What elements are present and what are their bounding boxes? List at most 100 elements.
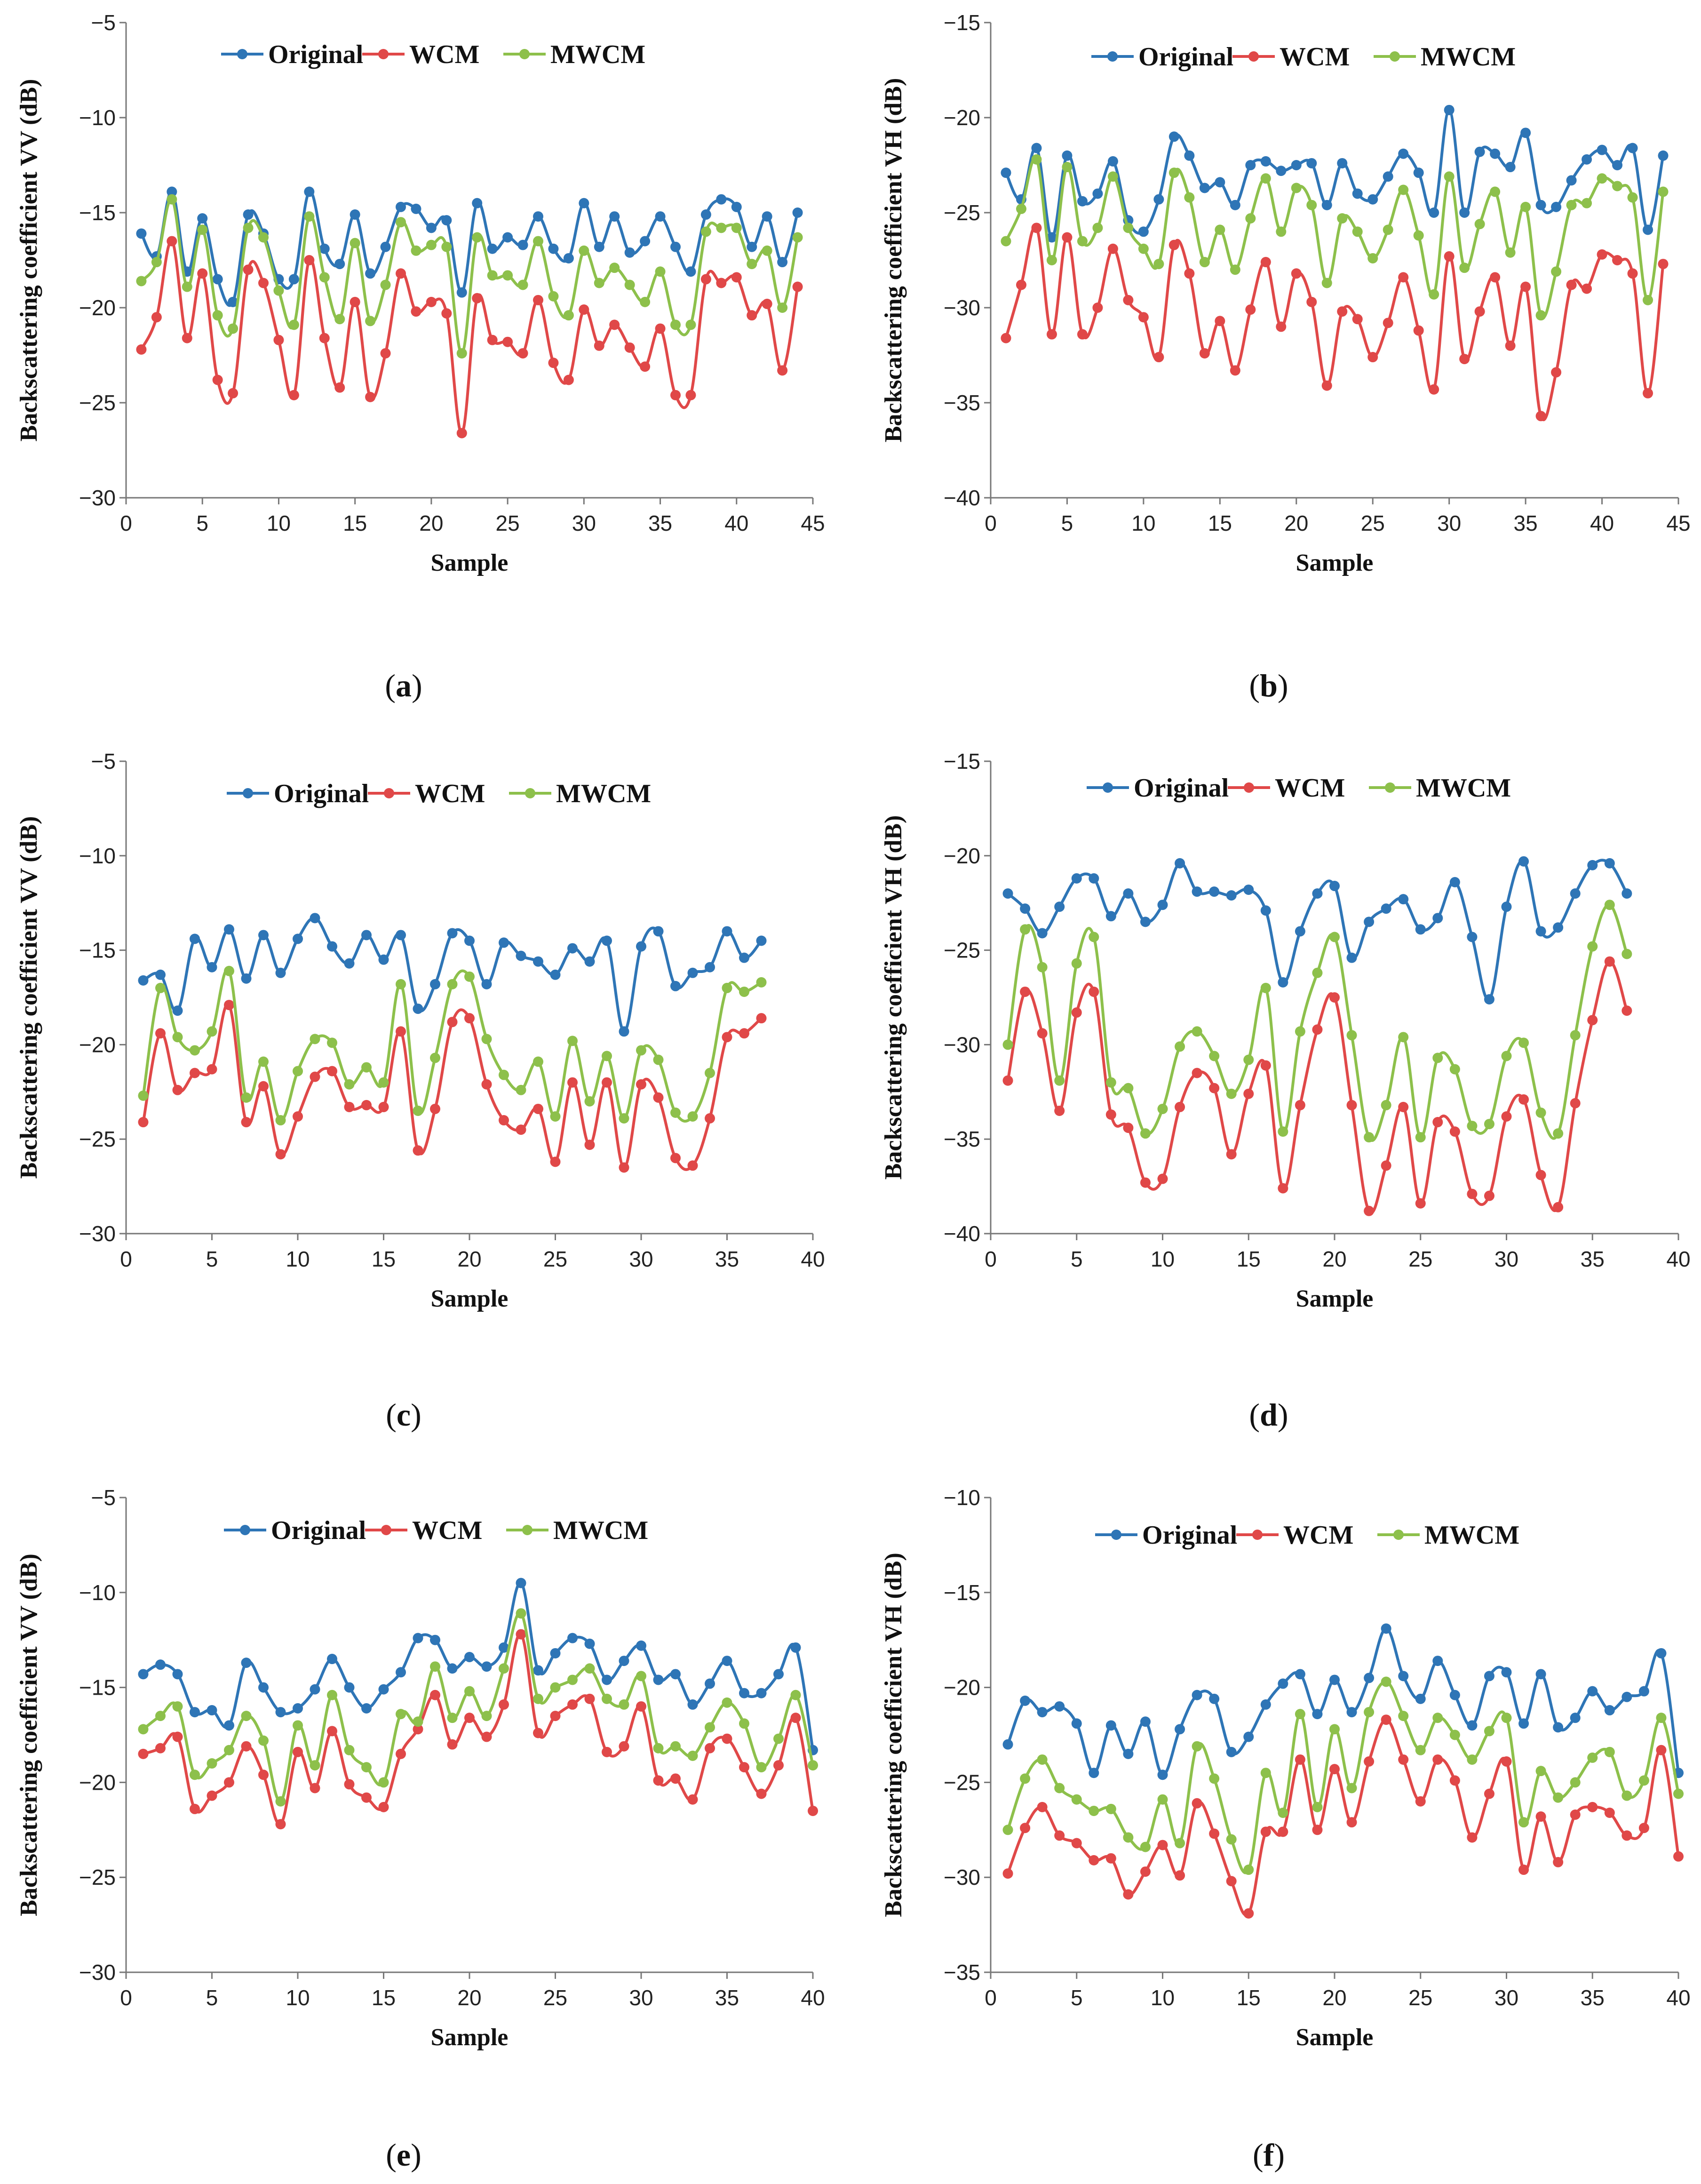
x-tick-label: 25 [543, 1247, 567, 1271]
data-point [1570, 1809, 1581, 1820]
data-point [310, 913, 320, 924]
data-point [1587, 1752, 1598, 1763]
data-point [380, 279, 391, 290]
data-point [1656, 1648, 1667, 1658]
data-point [350, 209, 360, 220]
legend-entry-mwcm: MWCM [1421, 42, 1516, 72]
data-point [447, 979, 458, 989]
data-point [224, 1000, 234, 1011]
data-point [685, 319, 696, 330]
data-point [1037, 962, 1048, 972]
data-point [1535, 310, 1546, 321]
data-point [1071, 958, 1082, 969]
legend-entry-original: Original [271, 1516, 366, 1545]
data-point [1638, 1775, 1649, 1786]
data-point [426, 223, 437, 233]
x-tick-label: 5 [196, 511, 208, 535]
data-point [1570, 1777, 1581, 1788]
data-point [550, 1111, 561, 1122]
data-point [499, 1115, 509, 1126]
data-point [1490, 148, 1501, 159]
data-point [1291, 183, 1302, 193]
data-point [344, 1682, 355, 1693]
x-tick-label: 45 [1666, 511, 1690, 535]
data-point [275, 1796, 286, 1807]
data-point [1398, 1101, 1409, 1112]
data-point [241, 1658, 252, 1668]
data-point [464, 1686, 475, 1697]
legend: Original WCM MWCM [1091, 42, 1516, 72]
data-point [1459, 354, 1470, 365]
data-point [1429, 384, 1439, 395]
data-point [1520, 201, 1531, 212]
data-point [1312, 1825, 1323, 1835]
data-point [228, 388, 238, 399]
x-tick-label: 10 [286, 1985, 310, 2010]
data-point [1168, 131, 1179, 142]
data-point [1062, 232, 1073, 243]
data-point [705, 1722, 715, 1733]
series-line-mwcm [142, 1611, 814, 1803]
data-point [533, 1665, 543, 1676]
data-point [1157, 1840, 1168, 1850]
x-tick-label: 15 [343, 511, 367, 535]
data-point [609, 319, 620, 330]
data-point [1383, 224, 1393, 235]
data-point [426, 239, 437, 250]
data-point [1658, 186, 1669, 197]
series-line-mwcm [1006, 903, 1629, 1142]
data-point [413, 1716, 423, 1727]
y-tick-label: −30 [944, 1865, 980, 1889]
data-point [1031, 143, 1042, 153]
data-point [1352, 188, 1363, 199]
data-point [1383, 318, 1393, 328]
data-point [1505, 162, 1516, 173]
data-point [1459, 263, 1470, 273]
data-point [1551, 266, 1562, 277]
data-point [1092, 303, 1103, 313]
data-point [1553, 922, 1564, 933]
data-point [1138, 312, 1149, 323]
data-point [1199, 257, 1210, 268]
data-point [1627, 143, 1638, 153]
data-point [1175, 858, 1185, 869]
legend-swatch-marker [384, 788, 394, 798]
data-point [1520, 281, 1531, 292]
data-point [550, 1648, 561, 1658]
data-point [1215, 316, 1225, 327]
data-point [327, 1037, 337, 1048]
data-point [1123, 1083, 1134, 1093]
data-point [430, 1103, 440, 1114]
data-point [212, 310, 223, 321]
x-tick-label: 5 [206, 1247, 218, 1271]
data-point [1071, 1838, 1082, 1849]
data-point [304, 186, 315, 197]
data-point [1612, 181, 1623, 191]
data-point [1352, 226, 1363, 237]
data-point [155, 1028, 166, 1039]
series-wcm [1001, 223, 1669, 422]
x-tick-label: 30 [629, 1985, 653, 2010]
data-point [1054, 1830, 1065, 1841]
legend-swatch-marker [1244, 782, 1254, 793]
data-point [1474, 306, 1485, 317]
data-point [207, 1064, 217, 1075]
data-point [1449, 877, 1460, 888]
data-point [1467, 1188, 1478, 1199]
data-point [190, 1045, 200, 1056]
data-point [441, 241, 452, 252]
data-point [550, 1156, 561, 1167]
data-point [1432, 1754, 1443, 1765]
data-point [722, 1656, 732, 1666]
data-point [1226, 1088, 1237, 1099]
x-tick-label: 20 [419, 511, 443, 535]
data-point [1278, 1126, 1288, 1137]
data-point [1295, 1026, 1305, 1037]
data-point [1381, 1160, 1391, 1171]
data-point [1449, 1126, 1460, 1137]
data-point [151, 312, 162, 323]
data-point [310, 1760, 320, 1771]
data-point [1553, 1722, 1564, 1733]
series-mwcm [1001, 154, 1669, 321]
data-point [293, 1720, 303, 1731]
